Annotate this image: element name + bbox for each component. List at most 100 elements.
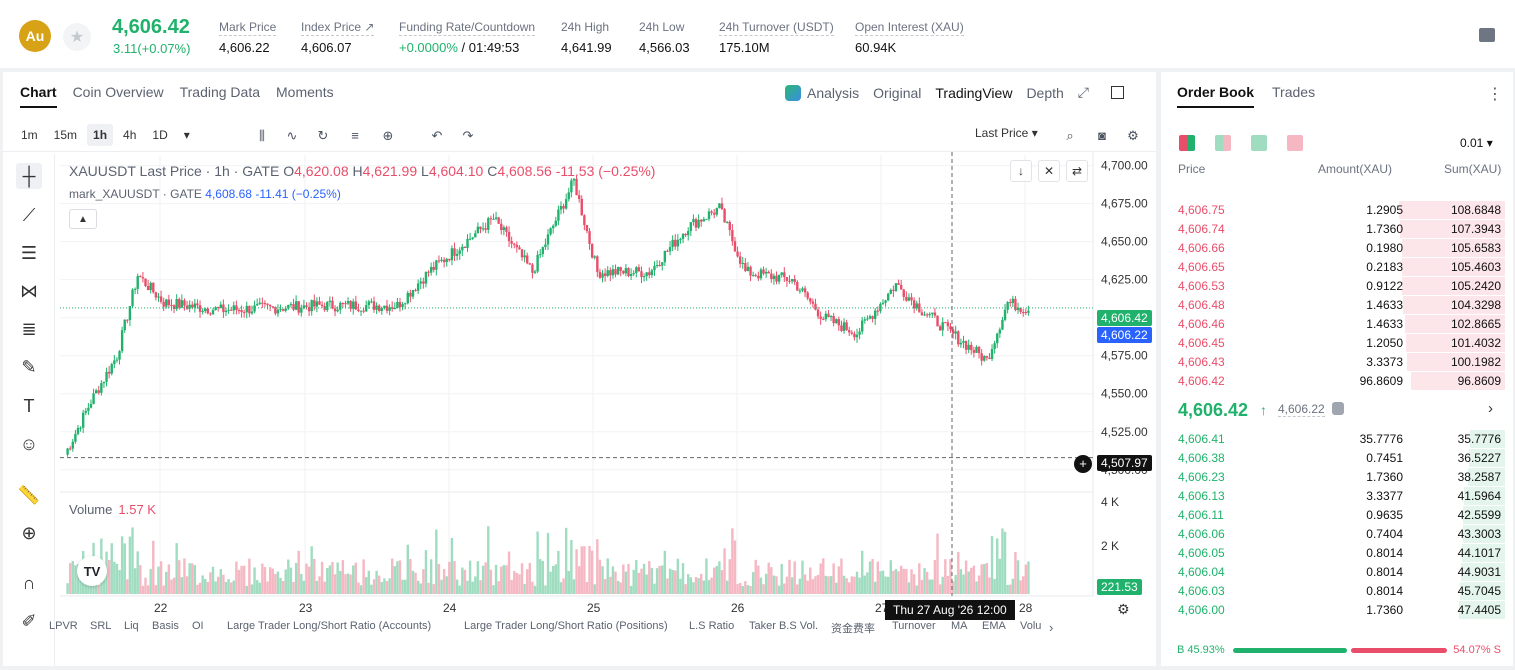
price-chart[interactable]: 4,700.004,675.004,650.004,625.004,600.00… — [3, 72, 1156, 666]
parallel-lines-icon[interactable]: ☰ — [20, 242, 38, 263]
pattern-icon[interactable]: ⋈ — [20, 280, 38, 301]
interval-1h[interactable]: 1h — [87, 124, 114, 146]
volume-bar — [196, 584, 199, 594]
bid-row[interactable]: 4,606.38 0.7451 36.5227 — [1161, 448, 1513, 467]
ask-row[interactable]: 4,606.65 0.2183 105.4603 — [1161, 257, 1513, 276]
bid-row[interactable]: 4,606.11 0.9635 42.5599 — [1161, 505, 1513, 524]
gear-icon[interactable]: ⚙ — [1127, 128, 1139, 143]
templates-icon[interactable]: ≡ — [351, 128, 359, 143]
view-analysis[interactable]: Analysis — [785, 84, 859, 101]
fibonacci-icon[interactable]: ≣ — [21, 318, 37, 339]
stat-label[interactable]: Open Interest (XAU) — [855, 20, 964, 36]
tab-coin-overview[interactable]: Coin Overview — [72, 84, 164, 100]
indicator-ma[interactable]: MA — [951, 620, 968, 632]
layout-split-icon[interactable] — [1215, 135, 1231, 151]
tab-moments[interactable]: Moments — [276, 84, 334, 100]
ask-row[interactable]: 4,606.42 96.8609 96.8609 — [1161, 371, 1513, 390]
view-tradingview[interactable]: TradingView — [935, 84, 1013, 101]
replay-icon[interactable]: ↻ — [317, 128, 329, 143]
lock-drawing-icon[interactable]: ✐ — [21, 610, 37, 631]
indicator-taker-vol[interactable]: Taker B.S Vol. — [749, 620, 819, 632]
chevron-right-icon[interactable]: › — [1049, 620, 1054, 635]
trendline-icon[interactable]: ⟋ — [22, 204, 36, 225]
crosshair-icon[interactable]: ┼ — [16, 163, 42, 189]
expand-icon[interactable]: ⤢ — [1077, 84, 1089, 100]
ask-row[interactable]: 4,606.46 1.4633 102.8665 — [1161, 314, 1513, 333]
book-icon[interactable] — [1479, 28, 1495, 42]
indicators-icon[interactable]: ∿ — [286, 128, 298, 143]
price-type-select[interactable]: Last Price ▾ — [975, 126, 1038, 140]
ask-row[interactable]: 4,606.75 1.2905 108.6848 — [1161, 200, 1513, 219]
tradingview-logo-icon[interactable]: TV — [77, 556, 107, 586]
tab-order-book[interactable]: Order Book — [1177, 84, 1255, 108]
ruler-icon[interactable]: 📏 — [17, 484, 41, 505]
tab-chart[interactable]: Chart — [20, 84, 57, 108]
layout-bids-icon[interactable] — [1251, 135, 1267, 151]
indicator-ema[interactable]: EMA — [982, 620, 1006, 632]
interval-4h[interactable]: 4h — [123, 128, 137, 142]
layout-asks-icon[interactable] — [1287, 135, 1303, 151]
add-indicator-icon[interactable]: ⊕ — [382, 128, 394, 143]
ask-row[interactable]: 4,606.53 0.9122 105.2420 — [1161, 276, 1513, 295]
bid-row[interactable]: 4,606.41 35.7776 35.7776 — [1161, 429, 1513, 448]
magnet-icon[interactable]: ∩ — [22, 572, 36, 593]
brush-icon[interactable]: ✎ — [21, 356, 37, 377]
ask-row[interactable]: 4,606.74 1.7360 107.3943 — [1161, 219, 1513, 238]
ask-row[interactable]: 4,606.48 1.4633 104.3298 — [1161, 295, 1513, 314]
close-icon[interactable]: ✕ — [1038, 160, 1060, 182]
indicator-srl[interactable]: SRL — [90, 620, 112, 632]
candle-type-icon[interactable]: ⫼ — [259, 128, 265, 143]
favorite-star-icon[interactable]: ★ — [63, 23, 91, 51]
interval-1m[interactable]: 1m — [21, 128, 38, 142]
indicator-oi[interactable]: OI — [192, 620, 204, 632]
bid-row[interactable]: 4,606.03 0.8014 45.7045 — [1161, 581, 1513, 600]
indicator-funding[interactable]: 资金费率 — [831, 623, 875, 635]
stat-label[interactable]: Mark Price — [219, 20, 277, 36]
chevron-right-icon[interactable]: › — [1488, 400, 1493, 417]
ask-row[interactable]: 4,606.66 0.1980 105.6583 — [1161, 238, 1513, 257]
bid-row[interactable]: 4,606.00 1.7360 47.4405 — [1161, 600, 1513, 619]
interval-1d[interactable]: 1D — [152, 128, 168, 142]
interval-dropdown-icon[interactable]: ▾ — [183, 128, 190, 142]
download-icon[interactable]: ↓ — [1010, 160, 1032, 182]
stat-label[interactable]: Index Price ↗ — [301, 20, 375, 36]
indicator-lt-positions[interactable]: Large Trader Long/Short Ratio (Positions… — [464, 620, 668, 632]
interval-15m[interactable]: 15m — [53, 128, 78, 142]
indicator-lpvr[interactable]: LPVR — [49, 620, 78, 632]
tab-trades[interactable]: Trades — [1272, 84, 1316, 100]
bid-row[interactable]: 4,606.05 0.8014 44.1017 — [1161, 543, 1513, 562]
tab-trading-data[interactable]: Trading Data — [179, 84, 261, 100]
bid-row[interactable]: 4,606.13 3.3377 41.5964 — [1161, 486, 1513, 505]
stat-label[interactable]: 24h Turnover (USDT) — [719, 20, 834, 36]
indicator-liq[interactable]: Liq — [124, 620, 139, 632]
indicator-volume[interactable]: Volu — [1020, 620, 1042, 632]
bid-row[interactable]: 4,606.04 0.8014 44.9031 — [1161, 562, 1513, 581]
view-depth[interactable]: Depth — [1026, 84, 1064, 101]
stat-label[interactable]: Funding Rate/Countdown — [399, 20, 536, 36]
view-original[interactable]: Original — [873, 84, 922, 101]
indicator-ls-ratio[interactable]: L.S Ratio — [689, 620, 735, 632]
swap-icon[interactable]: ⇄ — [1066, 160, 1088, 182]
chart-settings-icon[interactable]: ⚙ — [1117, 601, 1130, 617]
indicator-basis[interactable]: Basis — [152, 620, 179, 632]
collapse-legend-button[interactable]: ▲ — [69, 209, 97, 229]
emoji-icon[interactable]: ☺ — [19, 433, 39, 454]
ask-row[interactable]: 4,606.43 3.3373 100.1982 — [1161, 352, 1513, 371]
volume-bar — [590, 550, 594, 594]
bid-row[interactable]: 4,606.06 0.7404 43.3003 — [1161, 524, 1513, 543]
add-alert-icon[interactable]: + — [1074, 455, 1092, 473]
zoom-in-icon[interactable]: ⊕ — [21, 522, 37, 543]
indicator-lt-accounts[interactable]: Large Trader Long/Short Ratio (Accounts) — [227, 620, 432, 632]
indicator-turnover[interactable]: Turnover — [892, 620, 936, 632]
undo-icon[interactable]: ↶ — [431, 128, 443, 143]
ask-row[interactable]: 4,606.45 1.2050 101.4032 — [1161, 333, 1513, 352]
search-icon[interactable]: ⌕ — [1066, 128, 1074, 143]
precision-select[interactable]: 0.01 ▾ — [1460, 136, 1493, 150]
more-icon[interactable]: ⋮ — [1487, 86, 1503, 103]
layout-both-icon[interactable] — [1179, 135, 1195, 151]
text-icon[interactable]: T — [23, 395, 35, 416]
camera-icon[interactable]: ◙ — [1098, 128, 1106, 143]
window-icon[interactable] — [1111, 86, 1124, 99]
redo-icon[interactable]: ↷ — [462, 128, 474, 143]
bid-row[interactable]: 4,606.23 1.7360 38.2587 — [1161, 467, 1513, 486]
